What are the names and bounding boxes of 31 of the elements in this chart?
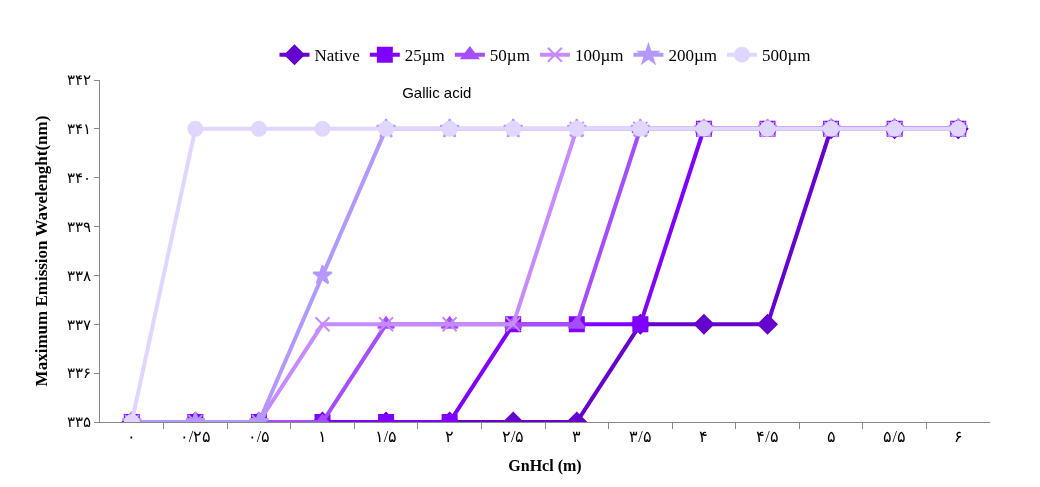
legend-label: 25µm [404,46,445,66]
legend-label: 100µm [574,46,624,66]
chart-title: Gallic acid [402,84,472,102]
legend-label: 200µm [668,46,717,66]
x-tick-label: ۱ [318,428,327,446]
x-tick-label: ۰/۲۵ [179,428,212,446]
x-tick-label: ۰ [127,428,137,446]
y-tick-label: ۳۳۹ [67,218,91,235]
x-axis-title: GnHcl (m) [508,456,582,475]
x-tick-label: ۵ [826,428,836,446]
y-tick-label: ۳۳۷ [67,316,91,333]
x-tick-label: ۲/۵ [501,428,525,446]
x-tick-label: ۲ [445,428,455,446]
x-tick-label: ۵/۵ [883,428,906,446]
x-tick-label: ۱/۵ [374,428,398,446]
x-tick-label: ۳ [572,428,582,446]
y-tick-label: ۳۴۱ [67,121,91,138]
y-tick-label: ۳۴۰ [67,169,91,186]
y-axis-title: Maximum Emission Wavelenght(nm) [31,115,51,387]
x-tick-label: ۶ [953,428,963,446]
y-tick-label: ۳۳۵ [67,414,91,431]
x-tick-label: ۴/۵ [756,428,779,446]
x-tick-label: ۴ [699,428,709,446]
y-tick-label: ۳۳۶ [67,365,91,382]
x-tick-label: ۳/۵ [629,428,652,446]
legend-label: 50µm [489,46,530,66]
y-tick-label: ۳۳۸ [67,267,91,284]
legend-label: Native [314,46,360,66]
y-tick-label: ۳۴۲ [67,72,91,89]
x-tick-label: ۰/۵ [247,428,271,446]
legend-label: 500µm [761,46,811,66]
